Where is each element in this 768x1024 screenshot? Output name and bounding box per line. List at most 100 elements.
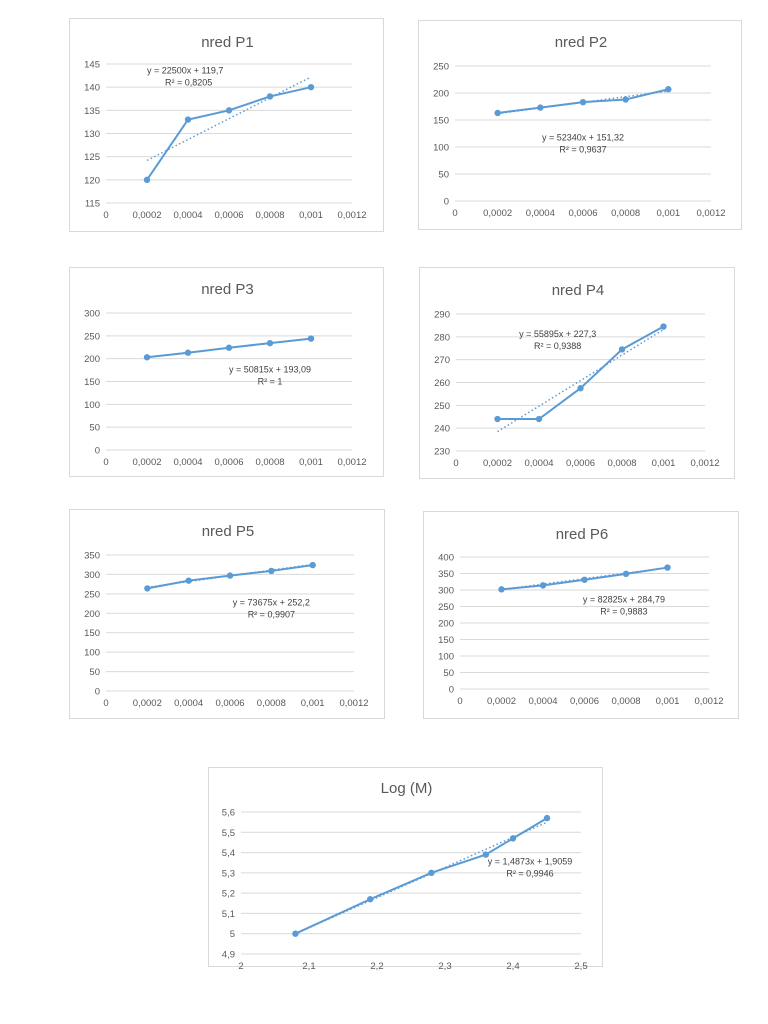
chart-nred-p6: nred P6 0 50 100 150 200 250 300 350 400 0 0,0002 0,…: [423, 511, 739, 719]
y-tick-label: 5,4: [222, 848, 235, 859]
chart-title: nred P3: [201, 281, 254, 298]
x-tick-label: 0,0002: [487, 696, 516, 707]
x-tick-label: 0: [453, 458, 458, 469]
chart-nred-p5-svg: nred P5 0 50 100 150 200 250 300 350 0 0,0002 0,000…: [84, 523, 368, 709]
y-tick-label: 5,5: [222, 828, 235, 839]
data-point: [618, 346, 626, 353]
data-point: [509, 835, 517, 842]
y-tick-label: 250: [438, 602, 454, 613]
y-tick-label: 270: [434, 355, 450, 366]
y-tick-label: 4,9: [222, 950, 235, 961]
trendline-r2: R² = 0,9388: [534, 341, 581, 351]
y-tick-label: 350: [84, 551, 100, 562]
chart-nred-p2: nred P2 0 50 100 150 200 250 0 0,0002 0,0004 0,000…: [418, 20, 742, 230]
x-tick-label: 0,001: [299, 210, 323, 221]
chart-title: nred P2: [555, 34, 608, 51]
y-tick-label: 5: [230, 929, 235, 940]
y-tick-label: 150: [84, 377, 100, 388]
x-tick-label: 0,0002: [133, 698, 162, 709]
y-tick-label: 5,3: [222, 868, 235, 879]
data-point: [143, 354, 151, 361]
data-point: [482, 851, 489, 858]
y-tick-label: 300: [438, 586, 454, 597]
y-tick-label: 100: [433, 143, 449, 154]
x-tick-label: 2,2: [370, 961, 383, 972]
trendline-r2: R² = 0,9946: [506, 868, 553, 878]
y-tick-label: 115: [85, 199, 100, 210]
trendline-equation: y = 55895x + 227,3: [519, 329, 596, 339]
y-tick-label: 140: [84, 83, 100, 94]
data-point: [664, 564, 671, 571]
chart-nred-p2-svg: nred P2 0 50 100 150 200 250 0 0,0002 0,0004 0,000…: [433, 34, 725, 219]
y-tick-label: 130: [84, 129, 100, 140]
x-tick-label: 0,001: [652, 458, 676, 469]
chart-title: Log (M): [381, 780, 433, 797]
y-tick-label: 150: [433, 116, 449, 127]
trendline-equation: y = 22500x + 119,7: [147, 65, 223, 75]
data-point: [622, 570, 630, 578]
y-tick-label: 240: [434, 424, 450, 435]
y-tick-label: 150: [84, 628, 100, 639]
x-tick-label: 0,0006: [214, 210, 243, 221]
trendline: [295, 821, 548, 935]
data-point: [494, 415, 501, 423]
chart-nred-p6-svg: nred P6 0 50 100 150 200 250 300 350 400 0 0,0002 0,…: [438, 526, 723, 707]
x-tick-label: 2,3: [438, 961, 451, 972]
y-tick-label: 135: [84, 106, 100, 117]
x-tick-label: 0,0012: [339, 698, 368, 709]
y-tick-label: 50: [443, 668, 454, 679]
y-tick-label: 145: [84, 60, 100, 71]
trendline-equation: y = 1,4873x + 1,9059: [488, 856, 573, 866]
y-tick-label: 5,1: [222, 909, 235, 920]
x-tick-label: 0,0006: [215, 698, 244, 709]
y-tick-label: 50: [89, 667, 100, 678]
x-tick-label: 0,0004: [524, 458, 553, 469]
y-tick-label: 120: [84, 175, 100, 186]
y-tick-label: 200: [84, 354, 100, 365]
trendline-equation: y = 50815x + 193,09: [229, 364, 311, 374]
y-tick-label: 5,6: [222, 808, 235, 819]
x-tick-label: 0,0004: [174, 698, 203, 709]
x-tick-label: 0,0012: [337, 457, 366, 468]
x-tick-label: 0,0004: [173, 457, 202, 468]
x-tick-label: 0,0002: [132, 457, 161, 468]
data-point: [266, 339, 274, 347]
y-tick-label: 100: [438, 652, 454, 663]
x-tick-label: 2,5: [574, 961, 587, 972]
y-tick-label: 350: [438, 569, 454, 580]
y-tick-label: 300: [84, 309, 100, 320]
y-tick-label: 100: [84, 648, 100, 659]
trendline: [146, 76, 312, 162]
y-tick-label: 200: [433, 89, 449, 100]
data-point: [622, 96, 629, 103]
y-tick-label: 0: [95, 446, 100, 457]
x-tick-label: 0,001: [301, 698, 325, 709]
trendline-r2: R² = 0,8205: [165, 77, 212, 87]
chart-nred-p4-svg: nred P4 230 240 250 260 270 280 290 0 0,0002 0,000…: [434, 282, 719, 469]
data-point: [581, 576, 588, 583]
series-line: [294, 817, 548, 935]
y-tick-label: 260: [434, 378, 450, 389]
data-point: [579, 98, 587, 106]
y-tick-label: 50: [89, 423, 100, 434]
trendline-r2: R² = 0,9907: [248, 610, 295, 620]
x-tick-label: 0,0008: [255, 210, 284, 221]
y-tick-label: 300: [84, 570, 100, 581]
y-tick-label: 150: [438, 635, 454, 646]
y-tick-label: 125: [84, 152, 100, 163]
data-point: [268, 567, 275, 575]
data-point: [226, 572, 234, 579]
x-tick-label: 0,0002: [483, 208, 512, 219]
data-point: [428, 869, 435, 877]
data-point: [185, 577, 192, 584]
data-point: [367, 896, 374, 903]
x-tick-label: 0,0004: [526, 208, 555, 219]
data-point: [143, 176, 151, 184]
x-tick-label: 2,1: [302, 961, 315, 972]
chart-nred-p4: nred P4 230 240 250 260 270 280 290 0 0,0002 0,000…: [419, 267, 735, 479]
data-point: [535, 415, 543, 423]
y-tick-label: 250: [433, 62, 449, 73]
y-tick-label: 280: [434, 332, 450, 343]
chart-nred-p3-svg: nred P3 0 50 100 150 200 250 300 0 0,0002 0,0004 0,…: [84, 281, 366, 468]
y-tick-label: 100: [84, 400, 100, 411]
